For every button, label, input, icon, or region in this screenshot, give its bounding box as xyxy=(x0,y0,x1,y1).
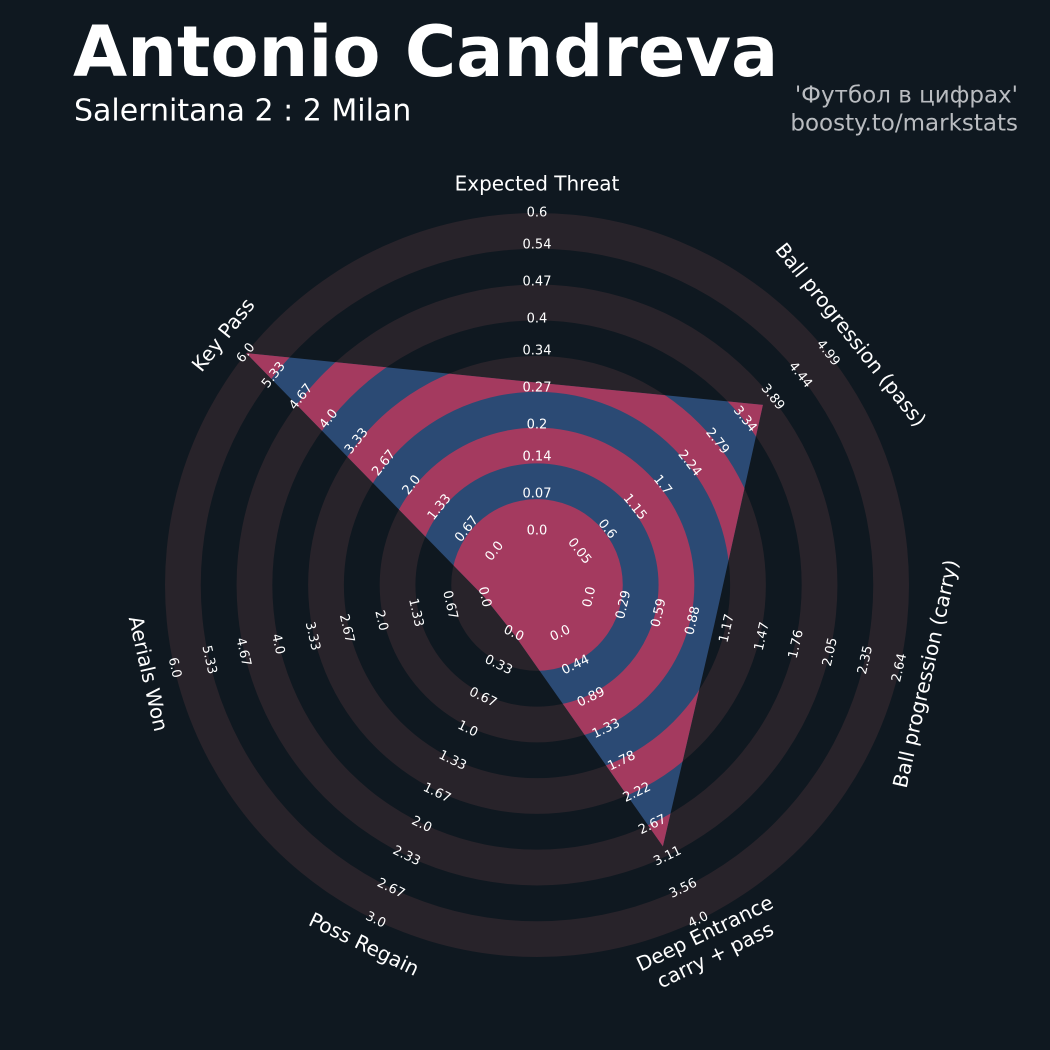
tick-label: 1.76 xyxy=(786,628,807,660)
tick-label: 0.88 xyxy=(682,605,703,637)
tick-label: 0.0 xyxy=(527,524,548,539)
tick-label: 0.29 xyxy=(613,589,634,621)
axis-label: Expected Threat xyxy=(455,172,620,196)
tick-label: 1.47 xyxy=(752,621,773,653)
tick-label: 0.34 xyxy=(523,343,552,358)
tick-label: 0.0 xyxy=(580,585,599,609)
tick-label: 3.33 xyxy=(302,621,323,653)
tick-label: 4.0 xyxy=(268,632,287,656)
annotation: 'Футбол в цифрах' xyxy=(795,83,1018,109)
tick-label: 0.54 xyxy=(523,237,552,252)
tick-label: 5.33 xyxy=(198,644,219,676)
tick-label: 0.07 xyxy=(523,486,552,501)
tick-label: 0.0 xyxy=(475,585,494,609)
tick-label: 6.0 xyxy=(165,656,184,680)
tick-label: 1.33 xyxy=(405,597,426,629)
tick-label: 0.27 xyxy=(523,380,552,395)
tick-label: 4.67 xyxy=(233,636,254,668)
chart-subtitle: Salernitana 2 : 2 Milan xyxy=(74,94,411,129)
tick-label: 0.67 xyxy=(439,589,460,621)
tick-label: 0.4 xyxy=(527,312,548,327)
tick-label: 1.17 xyxy=(717,613,738,645)
tick-label: 0.2 xyxy=(527,418,548,433)
tick-label: 2.67 xyxy=(336,613,357,645)
tick-label: 2.35 xyxy=(855,644,876,676)
tick-label: 0.59 xyxy=(648,597,669,629)
tick-label: 2.64 xyxy=(889,652,910,684)
tick-label: 2.05 xyxy=(820,636,841,668)
chart-title: Antonio Candreva xyxy=(73,11,778,93)
tick-label: 0.47 xyxy=(523,274,552,289)
tick-label: 0.14 xyxy=(523,449,552,464)
tick-label: 0.6 xyxy=(527,206,548,221)
annotation: boosty.to/markstats xyxy=(790,111,1018,137)
tick-label: 2.0 xyxy=(371,609,390,633)
